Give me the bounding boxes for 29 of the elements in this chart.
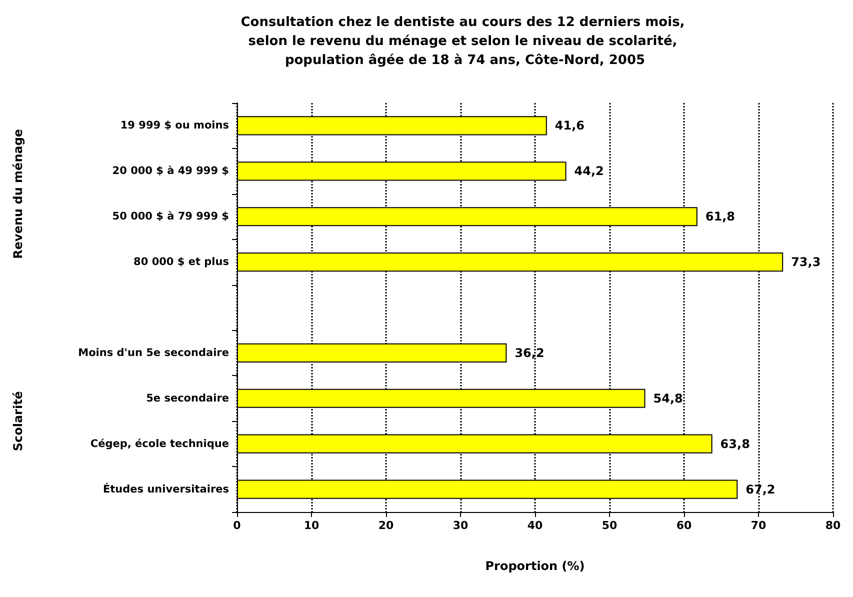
y-tick-label: Cégep, école technique: [90, 438, 229, 450]
text: Revenu du ménage: [11, 128, 25, 259]
y-tick-label: Moins d'un 5e secondaire: [78, 346, 229, 359]
x-tick-label: 10: [304, 519, 320, 532]
y-tick-label: 80 000 $ et plus: [134, 256, 229, 268]
y-tick-label: 20 000 $ à 49 999 $: [112, 165, 229, 178]
data-label: 36,2: [514, 346, 544, 360]
data-label: 61,8: [705, 210, 736, 224]
x-tick-label: 30: [452, 519, 468, 532]
y-tick-label: 19 999 $ ou moins: [120, 120, 229, 132]
x-tick-label: 70: [750, 519, 766, 532]
x-tick-label: 40: [527, 519, 543, 532]
data-label: 54,8: [653, 391, 683, 406]
y-tick-label: 5e secondaire: [146, 392, 229, 404]
x-tick-label: 20: [378, 519, 394, 532]
data-label: 67,2: [746, 482, 776, 496]
data-label: 63,8: [720, 436, 750, 451]
x-axis-title: Proportion (%): [485, 559, 585, 573]
data-label: 44,2: [574, 164, 604, 178]
x-tick-label: 60: [676, 519, 692, 532]
x-tick-label: 50: [602, 519, 618, 532]
data-label: 41,6: [554, 118, 585, 133]
x-tick-label: 0: [233, 519, 242, 532]
x-tick-label: 80: [825, 519, 841, 532]
y-tick-label: 50 000 $ à 79 999 $: [112, 210, 229, 223]
chart-title: Consultation chez le dentiste au cours des 12 derniers mois, selon le revenu du ménage et selon le niveau de scolarité, population âgée de 18 à 74 ans, Côte-Nord, 2005: [240, 15, 690, 68]
data-label: 73,3: [791, 255, 821, 270]
y-tick-label: Études universitaires: [102, 482, 229, 496]
text: Scolarité: [11, 391, 25, 452]
